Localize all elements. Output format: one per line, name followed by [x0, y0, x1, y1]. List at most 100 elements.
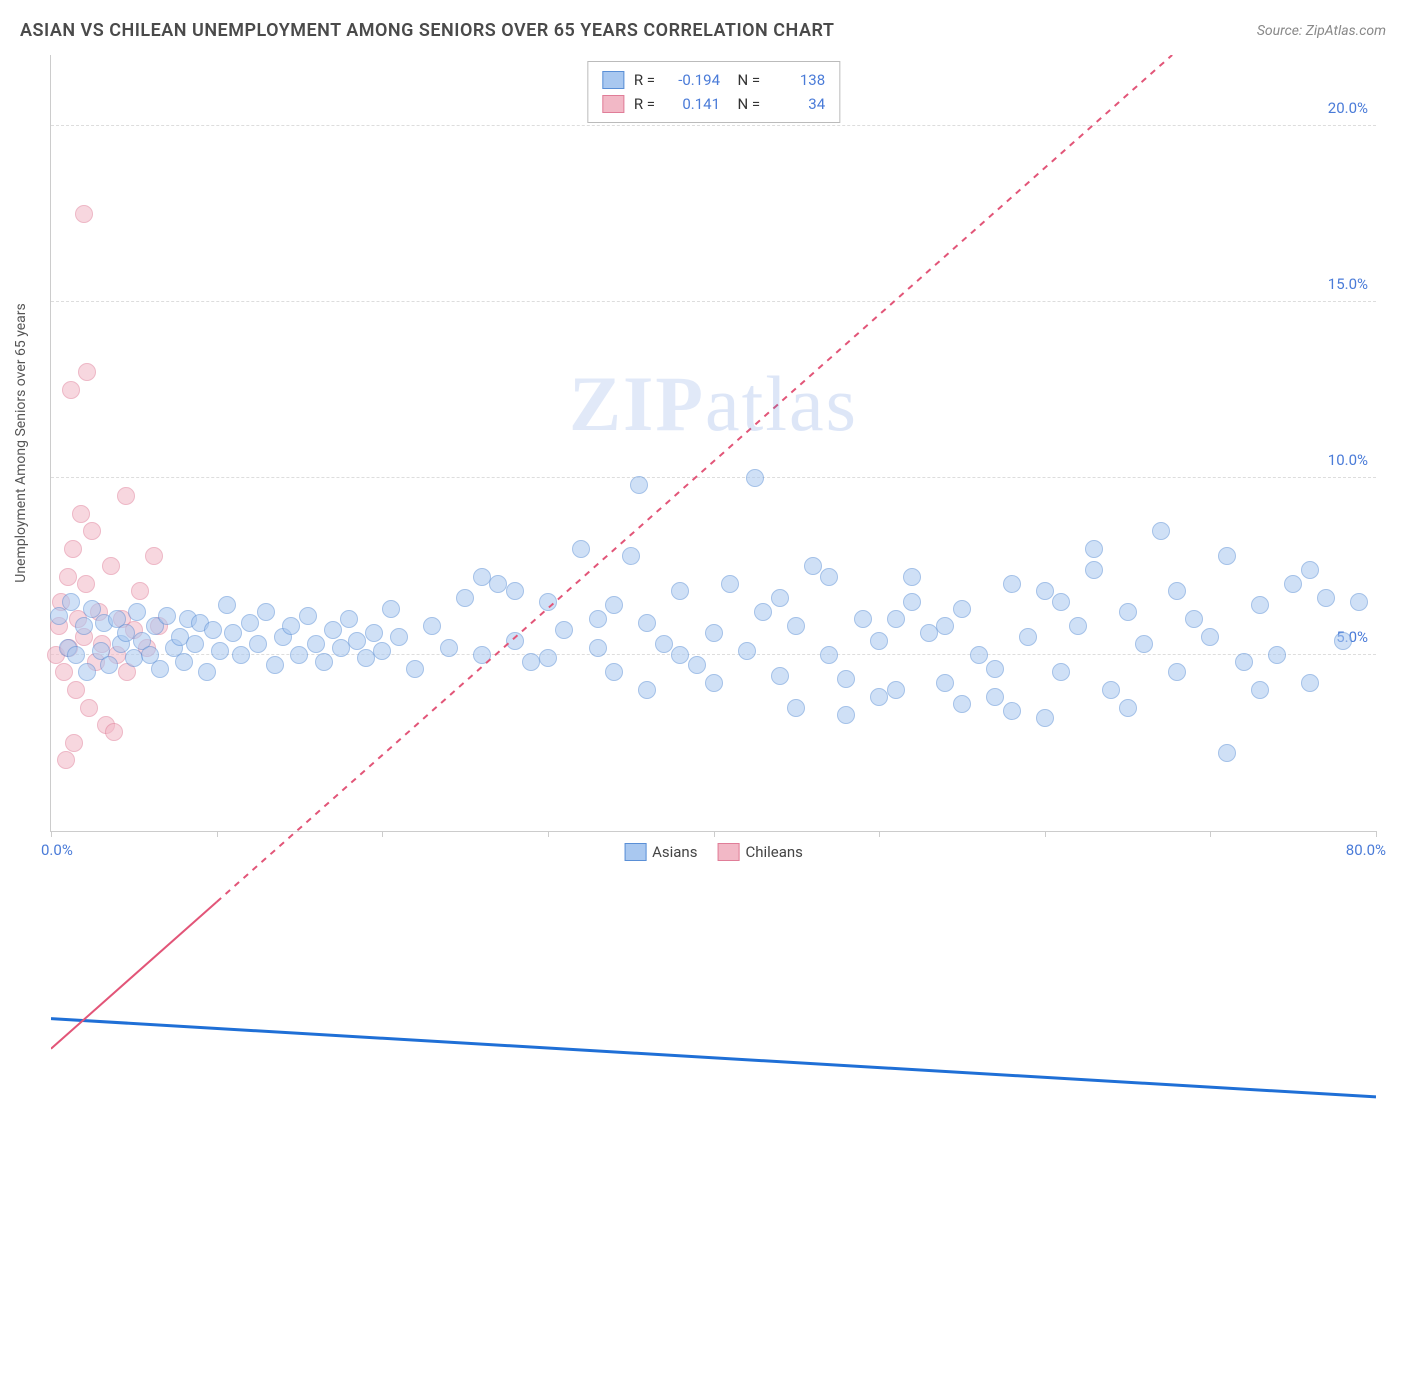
data-point-chileans	[78, 363, 96, 381]
data-point-chileans	[145, 547, 163, 565]
data-point-asians	[365, 624, 383, 642]
data-point-chileans	[105, 723, 123, 741]
data-point-asians	[232, 646, 250, 664]
data-point-chileans	[55, 663, 73, 681]
data-point-asians	[887, 681, 905, 699]
data-point-asians	[754, 603, 772, 621]
data-point-asians	[473, 568, 491, 586]
data-point-chileans	[102, 557, 120, 575]
data-point-asians	[307, 635, 325, 653]
stats-row-asians: R =-0.194 N =138	[602, 68, 825, 92]
data-point-asians	[986, 688, 1004, 706]
data-point-asians	[1251, 596, 1269, 614]
data-point-asians	[340, 610, 358, 628]
data-point-asians	[332, 639, 350, 657]
data-point-asians	[1003, 575, 1021, 593]
data-point-asians	[721, 575, 739, 593]
legend-item-asians: Asians	[624, 843, 697, 861]
data-point-asians	[211, 642, 229, 660]
data-point-asians	[1119, 603, 1137, 621]
data-point-chileans	[77, 575, 95, 593]
data-point-asians	[1251, 681, 1269, 699]
data-point-asians	[1284, 575, 1302, 593]
x-tick	[1210, 831, 1211, 837]
data-point-asians	[1301, 674, 1319, 692]
y-tick-label: 20.0%	[1328, 99, 1368, 117]
data-point-asians	[671, 646, 689, 664]
data-point-asians	[282, 617, 300, 635]
data-point-asians	[688, 656, 706, 674]
data-point-asians	[489, 575, 507, 593]
data-point-asians	[771, 589, 789, 607]
x-tick	[1376, 831, 1377, 837]
data-point-asians	[125, 649, 143, 667]
x-tick	[714, 831, 715, 837]
data-point-chileans	[62, 381, 80, 399]
data-point-asians	[1235, 653, 1253, 671]
data-point-asians	[920, 624, 938, 642]
data-point-asians	[204, 621, 222, 639]
data-point-asians	[198, 663, 216, 681]
bottom-legend: Asians Chileans	[624, 843, 803, 861]
data-point-asians	[671, 582, 689, 600]
data-point-asians	[62, 593, 80, 611]
data-point-asians	[787, 617, 805, 635]
data-point-asians	[117, 624, 135, 642]
data-point-asians	[1019, 628, 1037, 646]
x-tick-label-max: 80.0%	[1346, 841, 1386, 859]
data-point-asians	[1135, 635, 1153, 653]
data-point-asians	[456, 589, 474, 607]
x-tick	[51, 831, 52, 837]
data-point-asians	[1119, 699, 1137, 717]
scatter-plot: 5.0%10.0%15.0%20.0%	[51, 55, 1376, 831]
data-point-chileans	[67, 681, 85, 699]
legend-label-chileans: Chileans	[745, 843, 802, 861]
data-point-asians	[1003, 702, 1021, 720]
data-point-asians	[75, 617, 93, 635]
data-point-asians	[804, 557, 822, 575]
data-point-asians	[348, 632, 366, 650]
data-point-asians	[638, 681, 656, 699]
data-point-asians	[630, 476, 648, 494]
data-point-asians	[257, 603, 275, 621]
data-point-asians	[506, 632, 524, 650]
stats-box: R =-0.194 N =138 R =0.141 N =34	[587, 61, 840, 123]
swatch-chileans-icon	[717, 843, 739, 861]
n-chileans: 34	[770, 92, 825, 116]
data-point-asians	[1218, 547, 1236, 565]
data-point-asians	[506, 582, 524, 600]
r-chileans: 0.141	[665, 92, 720, 116]
data-point-asians	[78, 663, 96, 681]
data-point-asians	[1168, 582, 1186, 600]
data-point-asians	[473, 646, 491, 664]
data-point-asians	[315, 653, 333, 671]
data-point-asians	[1036, 709, 1054, 727]
data-point-asians	[406, 660, 424, 678]
data-point-asians	[158, 607, 176, 625]
data-point-asians	[151, 660, 169, 678]
data-point-asians	[1052, 593, 1070, 611]
swatch-asians-icon	[624, 843, 646, 861]
data-point-asians	[249, 635, 267, 653]
data-point-asians	[357, 649, 375, 667]
data-point-asians	[1168, 663, 1186, 681]
data-point-asians	[1334, 632, 1352, 650]
data-point-asians	[1201, 628, 1219, 646]
data-point-asians	[1185, 610, 1203, 628]
data-point-asians	[903, 568, 921, 586]
data-point-asians	[373, 642, 391, 660]
data-point-asians	[605, 663, 623, 681]
data-point-chileans	[117, 487, 135, 505]
data-point-asians	[266, 656, 284, 674]
data-point-asians	[870, 632, 888, 650]
stats-row-chileans: R =0.141 N =34	[602, 92, 825, 116]
x-tick	[548, 831, 549, 837]
data-point-asians	[382, 600, 400, 618]
data-point-asians	[241, 614, 259, 632]
data-point-asians	[820, 568, 838, 586]
data-point-asians	[953, 600, 971, 618]
data-point-asians	[605, 596, 623, 614]
data-point-asians	[1218, 744, 1236, 762]
data-point-asians	[936, 674, 954, 692]
data-point-asians	[787, 699, 805, 717]
